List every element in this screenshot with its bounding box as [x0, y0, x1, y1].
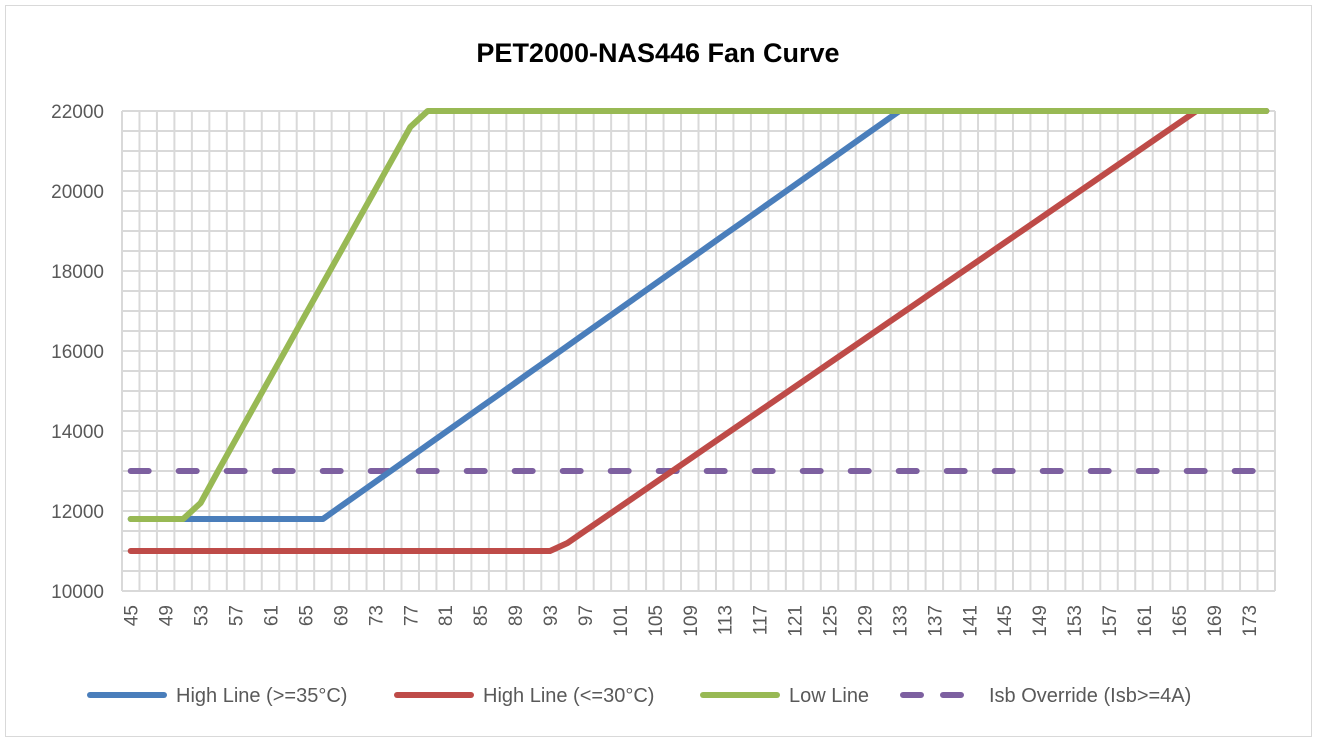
x-tick-label: 93: [541, 605, 562, 626]
series-line-1: [127, 108, 1270, 554]
x-tick-label: 77: [401, 605, 422, 626]
x-tick-label: 109: [681, 605, 702, 637]
x-tick-label: 129: [855, 605, 876, 637]
x-tick-label: 117: [751, 605, 772, 635]
y-axis: 10000 12000 14000 16000 18000 20000 22000: [51, 102, 104, 603]
series-line-2: [127, 108, 1270, 522]
x-tick-label: 69: [331, 605, 352, 626]
x-tick-label: 73: [366, 605, 387, 626]
x-tick-label: 149: [1030, 605, 1051, 637]
legend-label-3: Isb Override (Isb>=4A): [989, 685, 1191, 707]
x-tick-label: 137: [925, 605, 946, 637]
x-tick-label: 121: [786, 605, 807, 637]
x-tick-label: 161: [1135, 605, 1156, 637]
y-tick-label: 12000: [51, 502, 104, 523]
x-tick-label: 45: [122, 605, 143, 626]
legend-label-2: Low Line: [789, 685, 869, 707]
x-tick-label: 97: [576, 605, 597, 626]
x-tick-label: 105: [646, 605, 667, 637]
x-tick-label: 173: [1240, 605, 1261, 637]
x-tick-label: 141: [960, 605, 981, 637]
legend-label-1: High Line (<=30°C): [483, 685, 654, 707]
x-tick-label: 81: [436, 605, 457, 626]
gridlines: [121, 110, 1276, 592]
y-tick-label: 22000: [51, 102, 104, 123]
x-tick-label: 133: [890, 605, 911, 637]
x-tick-label: 165: [1170, 605, 1191, 637]
x-tick-label: 153: [1065, 605, 1086, 637]
y-tick-label: 10000: [51, 582, 104, 603]
x-tick-label: 145: [995, 605, 1016, 637]
x-tick-label: 157: [1100, 605, 1121, 637]
y-tick-label: 20000: [51, 182, 104, 203]
legend: High Line (>=35°C) High Line (<=30°C) Low …: [87, 685, 1191, 707]
x-tick-label: 113: [716, 605, 737, 635]
x-tick-label: 57: [227, 605, 248, 626]
x-tick-label: 85: [471, 605, 492, 626]
x-tick-label: 101: [611, 605, 632, 637]
x-tick-label: 53: [192, 605, 213, 626]
x-tick-label: 89: [506, 605, 527, 626]
y-tick-label: 14000: [51, 422, 104, 443]
x-tick-label: 125: [821, 605, 842, 637]
x-tick-label: 169: [1205, 605, 1226, 637]
x-tick-label: 49: [157, 605, 178, 626]
legend-label-0: High Line (>=35°C): [176, 685, 347, 707]
series-lines: [127, 108, 1270, 554]
y-tick-label: 18000: [51, 262, 104, 283]
chart-area: [5, 5, 1312, 737]
x-tick-label: 65: [296, 605, 317, 626]
x-tick-label: 61: [261, 605, 282, 626]
y-tick-label: 16000: [51, 342, 104, 363]
chart-title: PET2000-NAS446 Fan Curve: [476, 38, 839, 68]
x-axis: 45 49 53 57 61 65 69 73 77 81 85 89 93 97 101 105 109 113…: [122, 605, 1261, 637]
